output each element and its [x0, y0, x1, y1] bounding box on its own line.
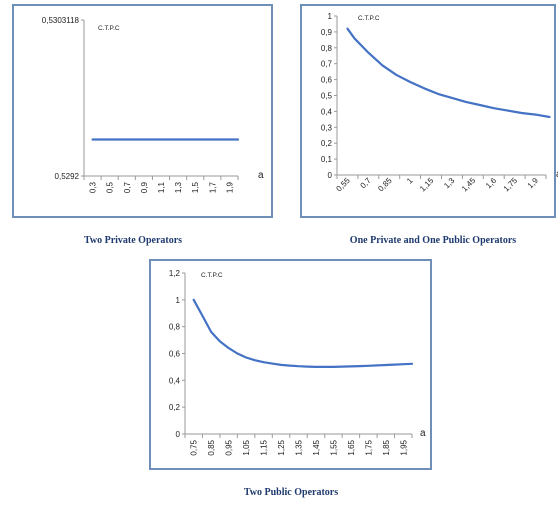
series-line [192, 298, 414, 369]
x-axis-label: a [258, 170, 264, 181]
chart-private-public: 00,10,20,30,40,50,60,70,80,910,55 0,7 0,85… [321, 12, 558, 193]
x-tick-label: 1,25 [277, 439, 286, 455]
chart-title: C.T.P.C [98, 25, 120, 32]
y-tick-label: 0,4 [321, 107, 333, 116]
y-tick-label: 1,2 [169, 269, 181, 278]
y-tick-label: 0,9 [321, 28, 333, 37]
y-tick-label: 0,5303118 [42, 16, 80, 25]
y-tick-label: 0,3 [321, 123, 333, 132]
chart-panel-two-private: 0,5292 0,5303118 0,3 0,5 0,7 0,9 1,1 1,3 1,5 1,7 1… [12, 4, 273, 218]
series-line [346, 27, 551, 119]
x-tick-label: 0,3 [89, 181, 98, 193]
x-tick-label: 1,55 [329, 439, 338, 455]
y-tick-label: 0,2 [169, 403, 181, 412]
x-tick-label: 1,7 [208, 181, 217, 193]
y-tick-label: 0 [176, 430, 181, 439]
y-tick-label: 0,7 [321, 60, 333, 69]
y-tick-label: 1 [328, 12, 333, 21]
x-tick-label: 0,75 [190, 439, 199, 455]
y-tick-label: 0,6 [169, 350, 181, 359]
x-tick-label: 0,95 [225, 439, 234, 455]
x-tick-label: 1,6 [484, 176, 499, 191]
y-tick-label: 1 [176, 296, 181, 305]
y-tick-label: 0 [328, 171, 333, 180]
x-tick-label: 0,7 [359, 176, 374, 191]
caption-two-public: Two Public Operators [243, 487, 339, 498]
caption-private-public: One Private and One Public Operators [349, 235, 517, 246]
x-tick-label: 0,85 [207, 439, 216, 455]
x-tick-label: 1,9 [526, 176, 541, 191]
y-tick-label: 0,1 [321, 155, 333, 164]
y-tick-label: 0,5 [321, 92, 333, 101]
y-tick-label: 0,8 [169, 323, 181, 332]
x-tick-label: 1,15 [260, 439, 269, 455]
chart-title: C.T.P.C [201, 272, 223, 279]
x-tick-label: 1,3 [174, 181, 183, 193]
x-tick-label: 0,7 [123, 181, 132, 193]
chart-two-private: 0,5292 0,5303118 0,3 0,5 0,7 0,9 1,1 1,3 1,5 1,7 1… [42, 16, 264, 193]
x-tick-label: 0,5 [106, 181, 115, 193]
x-tick-label: 1,3 [442, 176, 457, 191]
x-tick-label: 1,65 [347, 439, 356, 455]
y-tick-label: 0,4 [169, 376, 181, 385]
x-axis-label: a [556, 169, 558, 180]
x-tick-label: 1,75 [364, 439, 373, 455]
x-tick-label: 1,45 [312, 439, 321, 455]
x-tick-label: 1,95 [399, 439, 408, 455]
caption-two-private: Two Private Operators [83, 235, 183, 246]
y-tick-label: 0,8 [321, 44, 333, 53]
y-tick-label: 0,2 [321, 139, 333, 148]
x-tick-label: 1,05 [242, 439, 251, 455]
chart-panel-private-public: 0 0,1 0,2 0,3 0,4 0,5 0,6 0,7 0,8 0,9 1 0,55 0,7 0,85… [300, 4, 558, 218]
chart-panel-two-public: 0 0,2 0,4 0,6 0,8 1 1,2 0,75 0,85 0,95 1,05 1,15 1,2… [149, 259, 432, 470]
x-tick-label: 1,1 [157, 181, 166, 193]
x-tick-label: 1,85 [382, 439, 391, 455]
x-tick-label: 1 [405, 176, 415, 186]
y-tick-label: 0,5292 [55, 172, 80, 181]
chart-title: C.T.P.C [358, 15, 380, 22]
x-tick-label: 0,9 [140, 181, 149, 193]
x-tick-label: 1,35 [295, 439, 304, 455]
x-tick-label: 1,5 [191, 181, 200, 193]
chart-two-public: 0 0,2 0,4 0,6 0,8 1 1,2 0,75 0,85 0,95 1,05 1,15 1,2… [169, 269, 426, 456]
x-tick-label: 1,9 [225, 181, 234, 193]
x-axis-label: a [420, 428, 426, 439]
y-tick-label: 0,6 [321, 76, 333, 85]
